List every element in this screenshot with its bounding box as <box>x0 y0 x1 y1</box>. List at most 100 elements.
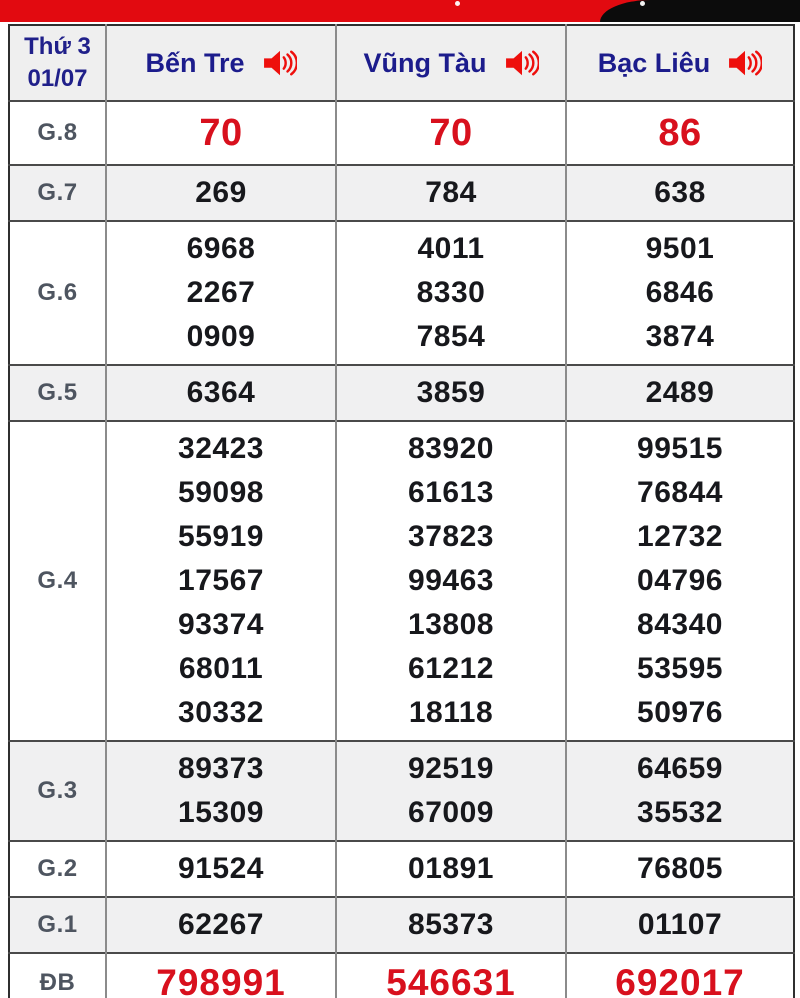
province-name[interactable]: Vũng Tàu <box>363 47 487 78</box>
speaker-icon[interactable] <box>263 48 297 78</box>
result-number: 18118 <box>408 696 494 729</box>
result-number: 99463 <box>408 564 494 597</box>
prize-row-g3: G.3 89373 15309 92519 67009 64659 35532 <box>9 740 794 841</box>
result-number: 01891 <box>408 852 494 885</box>
result-cell: 269 <box>105 164 336 221</box>
result-number: 76805 <box>637 852 723 885</box>
result-number: 9501 <box>645 232 715 265</box>
result-number: 62267 <box>178 908 264 941</box>
result-cell: 784 <box>335 164 566 221</box>
result-cell: 83920 61613 37823 99463 13808 61212 18118 <box>335 420 566 741</box>
province-name[interactable]: Bến Tre <box>145 47 245 78</box>
result-number: 37823 <box>408 520 494 553</box>
result-number: 85373 <box>408 908 494 941</box>
result-number: 0909 <box>186 320 256 353</box>
result-cell: 692017 <box>565 952 794 998</box>
result-number: 68011 <box>178 652 264 685</box>
result-cell: 92519 67009 <box>335 740 566 841</box>
results-body: G.8 70 70 86 G.7 269 784 638 G.6 6968 2267 0909 4011… <box>9 100 794 998</box>
result-number: 53595 <box>637 652 723 685</box>
prize-row-g4: G.4 32423 59098 55919 17567 93374 68011 30332 83… <box>9 420 794 741</box>
result-number: 59098 <box>178 476 264 509</box>
result-number: 61613 <box>408 476 494 509</box>
result-number: 784 <box>425 176 477 209</box>
speaker-icon[interactable] <box>728 48 763 78</box>
prize-row-g8: G.8 70 70 86 <box>9 100 794 165</box>
result-number: 04796 <box>637 564 723 597</box>
result-number: 12732 <box>637 520 723 553</box>
result-cell: 89373 15309 <box>105 740 336 841</box>
result-cell: 99515 76844 12732 04796 84340 53595 50976 <box>565 420 794 741</box>
prize-row-g7: G.7 269 784 638 <box>9 164 794 221</box>
result-cell: 638 <box>565 164 794 221</box>
result-number: 50976 <box>637 696 723 729</box>
prize-label: G.7 <box>9 164 106 221</box>
result-cell: 6968 2267 0909 <box>105 220 336 365</box>
top-banner <box>0 0 800 22</box>
result-number: 86 <box>658 112 702 154</box>
result-number: 638 <box>654 176 706 209</box>
province-header-bac-lieu: Bạc Liêu <box>565 25 794 101</box>
result-cell: 798991 <box>105 952 336 998</box>
result-number: 83920 <box>408 432 494 465</box>
result-cell: 76805 <box>565 840 794 897</box>
result-number: 64659 <box>637 752 723 785</box>
result-number: 3859 <box>416 376 486 409</box>
result-number: 6846 <box>645 276 715 309</box>
prize-label: G.6 <box>9 220 106 365</box>
result-cell: 64659 35532 <box>565 740 794 841</box>
prize-row-db: ĐB 798991 546631 692017 <box>9 952 794 998</box>
draw-date: Thứ 3 01/07 <box>9 25 106 101</box>
result-number: 2267 <box>186 276 256 309</box>
result-number: 35532 <box>637 796 723 829</box>
result-number: 17567 <box>178 564 264 597</box>
draw-weekday: Thứ 3 <box>24 33 91 60</box>
result-number: 99515 <box>637 432 723 465</box>
result-number: 6364 <box>186 376 256 409</box>
banner-text-remnant-dot <box>640 1 645 6</box>
result-number: 84340 <box>637 608 723 641</box>
result-cell: 85373 <box>335 896 566 953</box>
result-cell: 86 <box>565 100 794 165</box>
result-cell: 4011 8330 7854 <box>335 220 566 365</box>
result-number: 70 <box>199 112 243 154</box>
result-cell: 6364 <box>105 364 336 421</box>
prize-label: G.3 <box>9 740 106 841</box>
result-number: 93374 <box>178 608 264 641</box>
result-number: 89373 <box>178 752 264 785</box>
result-number: 8330 <box>416 276 486 309</box>
prize-label: G.2 <box>9 840 106 897</box>
banner-text-remnant-dot <box>455 1 460 6</box>
result-number: 92519 <box>408 752 494 785</box>
province-header-vung-tau: Vũng Tàu <box>335 25 566 101</box>
result-number: 798991 <box>156 962 286 998</box>
result-cell: 01107 <box>565 896 794 953</box>
prize-label: ĐB <box>9 952 106 998</box>
result-number: 13808 <box>408 608 494 641</box>
result-number: 67009 <box>408 796 494 829</box>
result-number: 692017 <box>615 962 745 998</box>
result-cell: 70 <box>105 100 336 165</box>
draw-date-value: 01/07 <box>27 65 88 92</box>
result-cell: 9501 6846 3874 <box>565 220 794 365</box>
prize-row-g5: G.5 6364 3859 2489 <box>9 364 794 421</box>
banner-black-shape <box>600 0 800 22</box>
result-number: 01107 <box>637 908 723 941</box>
speaker-icon[interactable] <box>505 48 539 78</box>
result-cell: 32423 59098 55919 17567 93374 68011 30332 <box>105 420 336 741</box>
result-cell: 3859 <box>335 364 566 421</box>
result-cell: 546631 <box>335 952 566 998</box>
result-number: 7854 <box>416 320 486 353</box>
result-cell: 2489 <box>565 364 794 421</box>
result-number: 30332 <box>178 696 264 729</box>
result-cell: 62267 <box>105 896 336 953</box>
result-number: 269 <box>195 176 247 209</box>
prize-label: G.5 <box>9 364 106 421</box>
prize-label: G.8 <box>9 100 106 165</box>
province-name[interactable]: Bạc Liêu <box>597 47 711 78</box>
result-number: 76844 <box>637 476 723 509</box>
result-number: 6968 <box>186 232 256 265</box>
prize-label: G.1 <box>9 896 106 953</box>
result-number: 61212 <box>408 652 494 685</box>
result-cell: 91524 <box>105 840 336 897</box>
